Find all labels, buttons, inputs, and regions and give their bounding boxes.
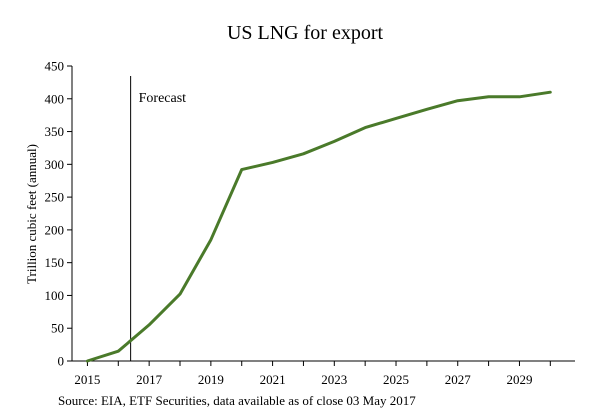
chart-title: US LNG for export (227, 22, 384, 44)
y-axis-label: Trillion cubic feet (annual) (24, 144, 39, 284)
chart-source: Source: EIA, ETF Securities, data availa… (58, 393, 416, 408)
x-tick-label: 2021 (260, 372, 286, 387)
y-tick-label: 400 (45, 91, 65, 106)
y-tick-label: 50 (51, 321, 64, 336)
y-tick-label: 450 (45, 59, 65, 74)
series-line (85, 90, 552, 363)
y-tick-label: 250 (45, 190, 65, 205)
y-tick-label: 100 (45, 288, 65, 303)
y-tick-label: 350 (45, 124, 65, 139)
forecast-label: Forecast (139, 91, 187, 106)
x-tick-label: 2019 (198, 372, 224, 387)
y-tick-label: 0 (58, 354, 65, 369)
x-tick-label: 2017 (136, 372, 163, 387)
x-tick-label: 2015 (74, 372, 100, 387)
x-axis: 2015 2017 2019 2021 2023 2025 2027 2029 (72, 360, 575, 387)
series-group (85, 90, 552, 363)
y-tick-label: 200 (45, 222, 65, 237)
x-tick-label: 2027 (445, 372, 472, 387)
y-tick-label: 300 (45, 157, 65, 172)
x-tick-label: 2029 (506, 372, 532, 387)
forecast-annotation: Forecast (130, 76, 187, 361)
y-axis: 0 50 100 150 200 250 300 350 400 450 (45, 59, 73, 369)
x-tick-label: 2023 (321, 372, 347, 387)
y-tick-label: 150 (45, 255, 65, 270)
x-tick-label: 2025 (383, 372, 409, 387)
